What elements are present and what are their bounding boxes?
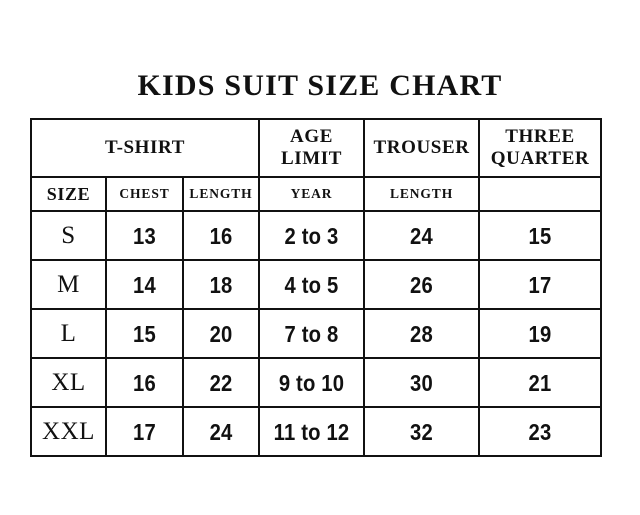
size-table-container: T-SHIRT AGE LIMIT TROUSER THREE QUARTER … [29, 118, 603, 457]
cell-size: L [30, 308, 107, 359]
size-chart-table: T-SHIRT AGE LIMIT TROUSER THREE QUARTER … [29, 118, 603, 457]
cell-three-quarter: 23 [485, 406, 595, 457]
cell-trouser-length: 30 [370, 357, 474, 408]
sub-header-trouser-length: LENGTH [363, 176, 481, 212]
cell-chest: 15 [109, 308, 180, 359]
cell-size: M [30, 259, 107, 310]
cell-year: 2 to 3 [264, 210, 359, 261]
cell-three-quarter: 15 [485, 210, 595, 261]
cell-size: XL [30, 357, 107, 408]
table-row: S 13 16 2 to 3 24 15 [30, 210, 601, 261]
table-row: XL 16 22 9 to 10 30 21 [30, 357, 601, 408]
sub-header-year: YEAR [258, 176, 366, 212]
table-group-header-row: T-SHIRT AGE LIMIT TROUSER THREE QUARTER [29, 118, 603, 178]
cell-year: 4 to 5 [264, 259, 359, 310]
cell-three-quarter: 17 [485, 259, 595, 310]
group-header-three-quarter: THREE QUARTER [478, 118, 603, 178]
cell-three-quarter: 19 [485, 308, 595, 359]
group-header-trouser: TROUSER [363, 118, 481, 178]
cell-chest: 14 [109, 259, 180, 310]
group-header-tshirt: T-SHIRT [29, 118, 261, 178]
table-sub-header-row: SIZE CHEST LENGTH YEAR LENGTH [30, 176, 603, 212]
cell-trouser-length: 26 [370, 259, 474, 310]
sub-header-three-quarter-empty [478, 176, 603, 212]
table-body: S 13 16 2 to 3 24 15 M 14 18 4 to 5 26 1… [30, 210, 601, 457]
cell-year: 11 to 12 [264, 406, 359, 457]
cell-chest: 13 [109, 210, 180, 261]
table-header: T-SHIRT AGE LIMIT TROUSER THREE QUARTER … [29, 118, 603, 212]
cell-size: XXL [30, 406, 107, 457]
cell-trouser-length: 28 [370, 308, 474, 359]
cell-year: 9 to 10 [264, 357, 359, 408]
cell-shirt-length: 24 [186, 406, 256, 457]
cell-trouser-length: 32 [370, 406, 474, 457]
cell-shirt-length: 20 [186, 308, 256, 359]
table-row: XXL 17 24 11 to 12 32 23 [30, 406, 601, 457]
cell-shirt-length: 18 [186, 259, 256, 310]
group-header-age-limit: AGE LIMIT [258, 118, 366, 178]
table-row: L 15 20 7 to 8 28 19 [30, 308, 601, 359]
sub-header-size: SIZE [30, 176, 107, 212]
cell-chest: 16 [109, 357, 180, 408]
cell-chest: 17 [109, 406, 180, 457]
cell-three-quarter: 21 [485, 357, 595, 408]
cell-trouser-length: 24 [370, 210, 474, 261]
cell-shirt-length: 16 [186, 210, 256, 261]
page-title: KIDS SUIT SIZE CHART [137, 69, 503, 102]
table-row: M 14 18 4 to 5 26 17 [30, 259, 601, 310]
cell-size: S [30, 210, 107, 261]
sub-header-shirt-length: LENGTH [181, 176, 261, 212]
cell-shirt-length: 22 [186, 357, 256, 408]
sub-header-chest: CHEST [105, 176, 184, 212]
cell-year: 7 to 8 [264, 308, 359, 359]
